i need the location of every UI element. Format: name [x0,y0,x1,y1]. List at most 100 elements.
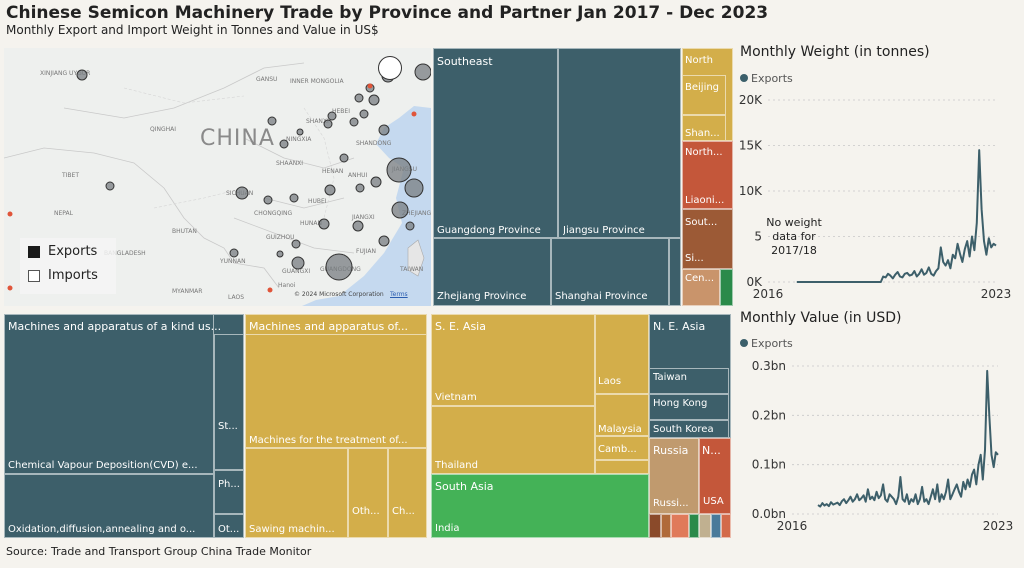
tile-south-asia[interactable] [431,474,649,538]
map-bubble[interactable] [291,239,301,249]
map-bubble[interactable] [414,63,431,81]
map-label-shaanxi: SHAANXI [276,160,304,167]
tile-small-7[interactable] [721,514,731,538]
province-map[interactable]: CHINA XINJIANG UYGUR QINGHAI TIBET NEPAL BHU… [4,48,431,306]
map-bubble[interactable] [355,183,365,193]
map-bubble[interactable] [404,178,424,198]
tile-usa[interactable] [699,438,731,514]
no-data-annotation: data for [772,230,816,243]
weight-legend-label: Exports [751,72,793,85]
map-bubble[interactable] [291,256,305,270]
map-bubble[interactable] [405,221,415,231]
map-bubble[interactable] [368,94,380,106]
tile-ot[interactable] [214,514,244,538]
series-line-exports[interactable] [817,369,999,508]
tile-thailand[interactable] [431,406,595,474]
treemap-label-s-e-asia: S. E. Asia [435,320,486,333]
treemap-label-thailand: Thailand [435,460,478,471]
selection-tool-icon[interactable] [378,56,402,80]
tile-se-other[interactable] [595,460,649,474]
product-treemap[interactable]: Machines and apparatus of a kind us... Ch… [4,314,427,538]
map-bubble[interactable] [378,124,390,136]
map-terms-link[interactable]: Terms [390,291,408,298]
treemap-label-liaoni: Liaoni... [685,195,725,206]
tile-malaysia[interactable] [595,394,649,436]
tile-small-4[interactable] [689,514,699,538]
map-bubble[interactable] [289,193,299,203]
tile-small-2[interactable] [661,514,671,538]
map-bubble[interactable] [354,93,364,103]
value-panel-title: Monthly Value (in USD) [740,310,902,326]
map-bubble[interactable] [235,186,249,200]
tile-southeast-other[interactable] [669,238,681,306]
tile-small-1[interactable] [649,514,661,538]
map-bubble[interactable] [296,128,304,136]
map-bubble[interactable] [378,235,390,247]
map-label-gansu: GANSU [256,76,278,83]
value-legend[interactable]: Exports [740,337,793,350]
map-bubble[interactable] [391,201,409,219]
x-tick-label: 2016 [753,287,784,301]
tile-oxidation[interactable] [4,474,214,538]
map-bubble[interactable] [279,139,289,149]
province-treemap[interactable]: Southeast Guangdong Province Jiangsu Provi… [433,48,733,306]
map-bubble[interactable] [370,176,382,188]
tile-sawing[interactable] [245,448,348,538]
map-bubble[interactable] [324,184,336,196]
tile-small-6[interactable] [711,514,721,538]
tile-st[interactable] [214,334,244,470]
tile-south-korea[interactable] [649,420,729,438]
tile-guangdong[interactable] [433,48,558,238]
tile-zhejiang[interactable] [433,238,551,306]
tile-shanghai[interactable] [551,238,669,306]
tile-ph[interactable] [214,470,244,514]
map-bubble[interactable] [327,111,337,121]
tile-southwest[interactable] [682,209,733,269]
map-bubble[interactable] [276,250,284,258]
map-bubble[interactable] [267,116,277,126]
treemap-label-chemical-vapour-deposition-cvd-e: Chemical Vapour Deposition(CVD) e... [8,460,198,471]
map-bubble[interactable] [318,218,330,230]
treemap-label-malaysia: Malaysia [598,424,642,435]
tile-laos[interactable] [595,314,649,394]
map-bubble[interactable] [352,220,364,232]
tile-other-region[interactable] [720,269,733,306]
map-bubble[interactable] [386,157,412,183]
map-bubble[interactable] [105,181,115,191]
map-bubble[interactable] [76,69,88,81]
map-bubble[interactable] [229,248,239,258]
value-line-chart[interactable]: 0.0bn 0.1bn 0.2bn 0.3bn 2016 2023 [738,352,1022,540]
tile-oth[interactable] [348,448,388,538]
weight-legend[interactable]: Exports [740,72,793,85]
tile-central[interactable] [682,269,720,306]
tile-cvd[interactable] [4,314,214,474]
map-bubble[interactable] [323,119,333,129]
partner-treemap[interactable]: S. E. Asia Vietnam Thailand Laos Malaysia Cam… [431,314,731,538]
tile-vietnam[interactable] [431,314,595,406]
tile-cambodia[interactable] [595,436,649,460]
tile-northeast[interactable] [682,141,733,209]
tile-ch[interactable] [388,448,427,538]
map-bubble[interactable] [359,109,369,119]
tile-small-3[interactable] [671,514,689,538]
tile-hong-kong[interactable] [649,394,729,420]
map-bubble[interactable] [339,153,349,163]
map-label-zhejiang: ZHEJIANG [402,210,431,217]
map-bubble[interactable] [263,195,273,205]
legend-imports[interactable]: Imports [28,268,98,283]
tile-russia[interactable] [649,438,699,514]
map-bubbles[interactable] [4,48,431,306]
tile-taiwan[interactable] [649,368,729,394]
treemap-label-jiangsu-province: Jiangsu Province [563,225,645,236]
tile-jiangsu[interactable] [558,48,681,238]
series-line-exports[interactable] [796,149,997,283]
legend-exports[interactable]: Exports [28,244,97,259]
tile-beijing[interactable] [682,75,726,115]
tile-shanxi[interactable] [682,115,726,141]
map-label-yunnan: YUNNAN [220,258,246,265]
map-bubble[interactable] [349,117,359,127]
map-bubble[interactable] [325,253,353,281]
tile-small-5[interactable] [699,514,711,538]
tile-treatment[interactable] [245,334,427,448]
